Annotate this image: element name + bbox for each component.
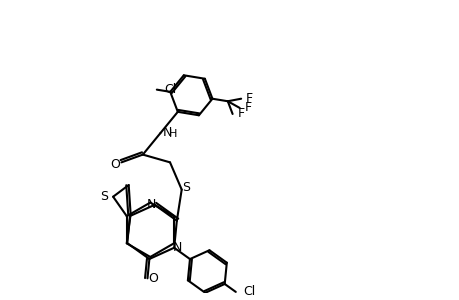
Text: S: S — [100, 190, 108, 203]
Text: O: O — [111, 158, 120, 171]
Text: Cl: Cl — [243, 285, 255, 298]
Text: Cl: Cl — [164, 83, 176, 96]
Text: S: S — [182, 181, 190, 194]
Text: F: F — [237, 107, 244, 121]
Text: H: H — [169, 129, 177, 139]
Text: N: N — [147, 198, 156, 211]
Text: N: N — [162, 126, 171, 139]
Text: N: N — [172, 241, 181, 254]
Text: F: F — [244, 101, 251, 114]
Text: O: O — [148, 272, 158, 285]
Text: F: F — [246, 92, 252, 105]
